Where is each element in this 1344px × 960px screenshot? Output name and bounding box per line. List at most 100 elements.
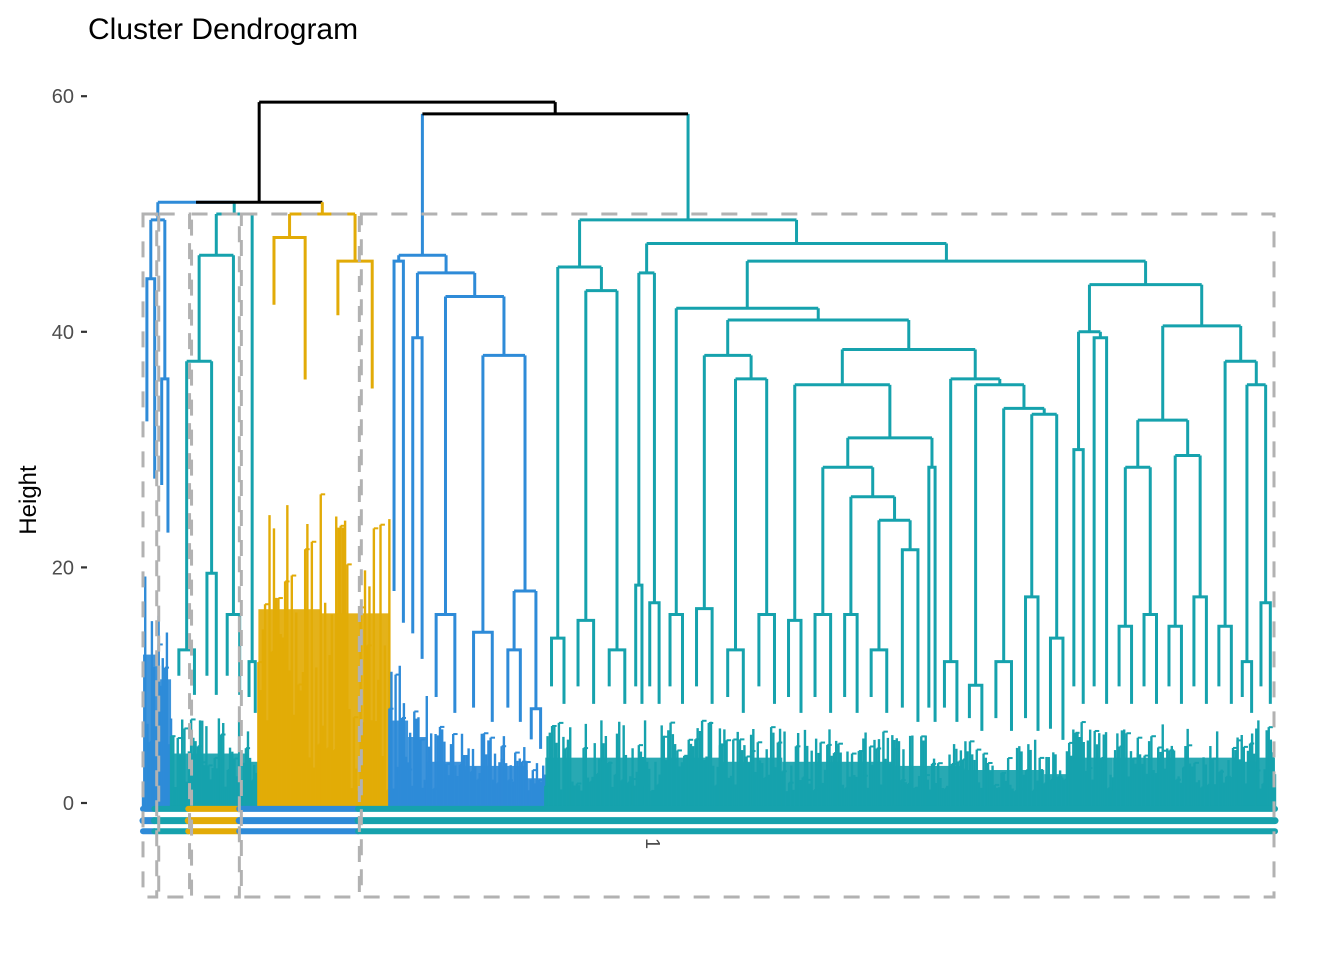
stray-leaf-label: 1 xyxy=(641,838,663,849)
leaf-mass xyxy=(171,753,203,807)
dendrogram-segment xyxy=(843,613,859,713)
leaf-mass xyxy=(1069,757,1088,807)
dendrogram-segment xyxy=(160,377,170,533)
leaf-mass xyxy=(645,757,664,807)
leaf-mass xyxy=(202,753,221,807)
dendrogram-segment xyxy=(1117,624,1134,704)
y-tick-label: 40 xyxy=(52,322,74,344)
dendrogram-segment xyxy=(272,236,307,380)
dendrogram-segment xyxy=(1092,336,1109,704)
dendrogram-segment xyxy=(1048,636,1065,740)
dendrogram-segment xyxy=(411,336,424,659)
leaf-mass xyxy=(601,757,633,807)
dendrogram-segment xyxy=(506,648,522,722)
y-axis: 0 20 40 60 xyxy=(52,86,87,815)
leaf-mass xyxy=(143,654,159,807)
leaf-mass xyxy=(1237,761,1257,807)
dendrogram-segment xyxy=(927,465,937,722)
dendrogram-segment xyxy=(695,607,714,704)
leaf-mass xyxy=(1187,757,1213,807)
dendrogram-segment xyxy=(145,277,157,479)
leaf-mass xyxy=(863,761,895,807)
dendrogram-segment xyxy=(634,583,644,704)
dendrogram-segment xyxy=(869,648,889,713)
leaf-mass xyxy=(570,757,602,807)
leaf-mass xyxy=(663,757,689,807)
leaf-mass xyxy=(838,761,864,807)
dendrogram-segment xyxy=(668,613,684,704)
leaf-mass xyxy=(1162,757,1188,807)
cluster-rectangle xyxy=(359,212,1276,899)
leaf-mass xyxy=(158,679,172,807)
dendrogram-segment xyxy=(900,548,920,722)
dendrogram-segment xyxy=(550,636,566,704)
leaf-mass xyxy=(688,757,720,807)
dendrogram-segment xyxy=(1024,595,1040,731)
dendrogram-segment xyxy=(1142,613,1158,704)
leaf-mass xyxy=(1019,770,1045,807)
dendrogram-segment xyxy=(472,630,494,722)
dendrogram-segment xyxy=(205,571,218,695)
dendrogram-segment xyxy=(648,601,661,704)
leaf-mass xyxy=(545,757,571,807)
y-tick-label: 20 xyxy=(52,557,74,579)
leaf-mass xyxy=(245,761,259,807)
leaf-mass xyxy=(925,765,939,807)
dendrogram-segment xyxy=(1217,624,1233,704)
leaf-mass xyxy=(408,737,427,807)
dendrogram-segment xyxy=(247,660,257,713)
dendrogram-branches xyxy=(145,100,1272,749)
dendrogram-segment xyxy=(942,660,959,722)
cluster-rectangle xyxy=(190,212,241,899)
dendrogram-segment xyxy=(1259,601,1272,704)
leaf-mass xyxy=(938,765,964,807)
cluster-rectangle xyxy=(141,212,159,899)
leaf-mass xyxy=(719,761,752,807)
dendrogram-segment xyxy=(1240,660,1254,713)
dendrogram-segment xyxy=(813,613,833,713)
leaf-mass xyxy=(464,765,502,807)
leaf-noise-layer xyxy=(141,493,1277,807)
leaf-mass xyxy=(632,757,646,807)
leaf-mass xyxy=(1256,757,1275,807)
dendrogram-segment xyxy=(787,618,803,713)
leaf-mass xyxy=(1087,757,1113,807)
leaf-mass xyxy=(526,778,546,807)
dendrogram-segment xyxy=(1072,448,1085,704)
dendrogram-segment xyxy=(994,660,1013,731)
dendrogram-segment xyxy=(529,707,543,749)
y-tick-label: 60 xyxy=(52,86,74,108)
dendrogram-segment xyxy=(967,683,984,731)
cluster-rectangle xyxy=(239,212,361,899)
leaf-mass xyxy=(1212,757,1238,807)
cluster-rectangle xyxy=(157,212,192,899)
leaf-mass xyxy=(1137,757,1163,807)
dendrogram-segment xyxy=(607,648,627,704)
leaf-mass xyxy=(1044,774,1070,807)
dendrogram-segment xyxy=(726,648,745,713)
leaf-mass xyxy=(963,770,989,807)
dendrogram-segment xyxy=(392,259,405,623)
leaf-mass xyxy=(988,770,1020,807)
dendrogram-segment xyxy=(576,618,596,704)
leaf-mass xyxy=(751,757,783,807)
leaf-mass xyxy=(320,613,390,807)
leaf-mass xyxy=(389,720,409,807)
dendrogram-segment xyxy=(225,613,242,695)
dendrogram-segment xyxy=(434,613,457,713)
leaf-mass xyxy=(807,761,839,807)
dendrogram-segment xyxy=(757,613,776,704)
leaf-mass xyxy=(258,609,321,807)
leaf-mass xyxy=(894,765,926,807)
leaf-mass xyxy=(501,765,527,807)
dendrogram-segment xyxy=(1192,595,1208,704)
leaf-mass xyxy=(426,761,465,807)
cluster-rectangles xyxy=(141,212,1276,899)
dendrogram-segment xyxy=(1167,624,1183,704)
y-axis-title: Height xyxy=(15,465,42,535)
leaf-mass xyxy=(782,761,808,807)
leaf-label-bands xyxy=(139,805,1279,835)
dendrogram-segment xyxy=(336,259,374,389)
leaf-mass xyxy=(1112,757,1138,807)
